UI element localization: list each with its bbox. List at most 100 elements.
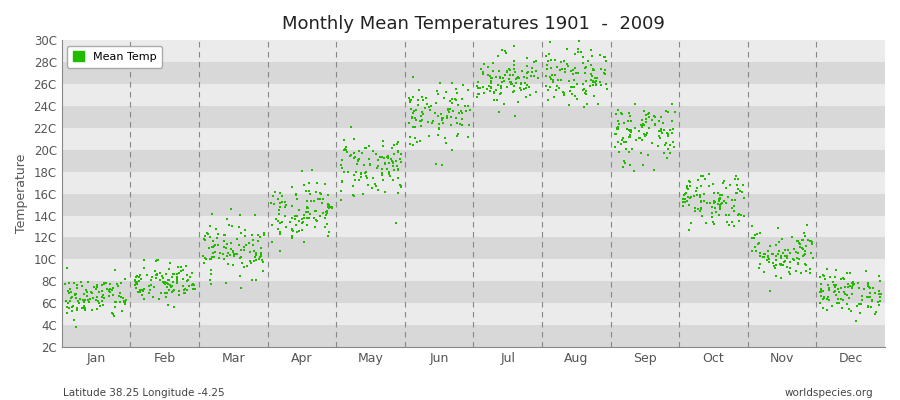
Point <box>544 74 558 80</box>
Point <box>374 170 389 176</box>
Point <box>132 289 147 295</box>
Point <box>381 152 395 159</box>
Point <box>761 254 776 260</box>
Point <box>642 125 656 132</box>
Point <box>698 176 712 182</box>
Point <box>707 205 722 212</box>
Point <box>828 288 842 294</box>
Point <box>505 81 519 88</box>
Point <box>842 306 856 313</box>
Point <box>499 48 513 54</box>
Point <box>178 286 193 292</box>
Point <box>266 192 280 199</box>
Point <box>438 135 453 141</box>
Point <box>841 284 855 290</box>
Point <box>462 122 476 128</box>
Point <box>668 109 682 115</box>
Point <box>860 281 875 287</box>
Point <box>203 256 218 262</box>
Point <box>448 96 463 102</box>
Point <box>702 183 716 189</box>
Point <box>814 287 828 294</box>
Point <box>286 228 301 234</box>
Point <box>693 192 707 198</box>
Point <box>158 289 173 296</box>
Point <box>820 307 834 313</box>
Point <box>865 297 879 303</box>
Point <box>588 78 602 85</box>
Point <box>207 254 221 260</box>
Point <box>383 156 398 162</box>
Point <box>85 290 99 296</box>
Point <box>68 294 83 301</box>
Point <box>761 248 776 254</box>
Point <box>94 282 109 288</box>
Point <box>794 270 808 276</box>
Point <box>313 190 328 196</box>
Point <box>203 281 218 287</box>
Point <box>303 198 318 204</box>
Point <box>413 113 428 119</box>
Point <box>58 280 73 287</box>
Point <box>493 83 508 90</box>
Point <box>406 124 420 130</box>
Point <box>238 242 253 248</box>
Point <box>568 70 582 76</box>
Point <box>254 251 268 257</box>
Point <box>142 283 157 289</box>
Point <box>439 89 454 95</box>
Point <box>109 281 123 287</box>
Point <box>314 199 328 206</box>
Point <box>176 290 191 296</box>
Point <box>579 78 593 84</box>
Point <box>441 106 455 112</box>
Point <box>163 282 177 288</box>
Point <box>644 116 659 123</box>
Point <box>197 255 211 261</box>
Point <box>424 103 438 110</box>
Point <box>76 291 91 297</box>
Point <box>693 194 707 200</box>
Point <box>627 125 642 131</box>
Point <box>712 196 726 202</box>
Point <box>483 84 498 90</box>
Point <box>363 161 377 168</box>
Point <box>694 198 708 204</box>
Point <box>684 220 698 226</box>
Point <box>208 249 222 256</box>
Point <box>271 196 285 202</box>
Point <box>485 60 500 66</box>
Point <box>354 174 368 180</box>
Point <box>491 82 506 89</box>
Point <box>234 254 248 260</box>
Point <box>481 64 495 71</box>
Point <box>284 233 299 240</box>
Bar <box>62 325 885 347</box>
Point <box>831 296 845 303</box>
Point <box>622 149 636 156</box>
Point <box>238 233 252 240</box>
Point <box>413 118 428 124</box>
Point <box>578 65 592 71</box>
Point <box>453 121 467 128</box>
Point <box>617 138 632 145</box>
Point <box>637 131 652 137</box>
Point <box>796 246 810 252</box>
Point <box>416 110 430 117</box>
Point <box>859 268 873 274</box>
Point <box>471 79 485 85</box>
Point <box>766 250 780 257</box>
Point <box>495 79 509 86</box>
Point <box>131 274 146 280</box>
Point <box>224 223 238 229</box>
Point <box>346 172 361 178</box>
Point <box>78 307 93 313</box>
Point <box>744 234 759 241</box>
Point <box>566 71 580 77</box>
Point <box>752 240 766 246</box>
Point <box>288 192 302 198</box>
Point <box>690 206 705 212</box>
Point <box>480 86 494 92</box>
Point <box>733 188 747 194</box>
Point <box>804 238 818 244</box>
